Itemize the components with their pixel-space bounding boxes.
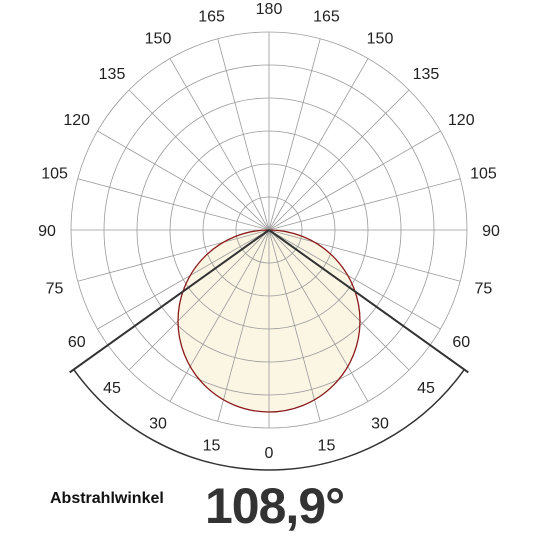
angle-label-right-75: 75 xyxy=(475,280,493,297)
beam-angle-arc xyxy=(73,369,465,471)
grid-spoke xyxy=(268,89,410,231)
grid-spoke xyxy=(97,130,270,231)
grid-spoke xyxy=(268,130,441,231)
angle-label-left-165: 165 xyxy=(198,9,225,26)
angle-label-left-75: 75 xyxy=(46,280,64,297)
grid-spoke xyxy=(77,229,270,282)
grid-spoke xyxy=(217,229,270,422)
grid-spoke xyxy=(268,178,461,231)
beam-angle-value: 108,9° xyxy=(205,478,345,534)
grid-spoke xyxy=(128,229,270,371)
beam-angle-marker xyxy=(69,229,469,471)
angle-label-right-165: 165 xyxy=(313,9,340,26)
beam-angle-caption: Abstrahlwinkel xyxy=(50,490,164,507)
grid-spoke xyxy=(268,229,369,402)
grid-spoke xyxy=(268,38,321,231)
angle-label-left-90: 90 xyxy=(38,223,56,240)
angle-label-right-135: 135 xyxy=(413,66,440,83)
angle-label-right-150: 150 xyxy=(367,31,394,48)
grid-spoke xyxy=(268,229,321,422)
angle-label-left-60: 60 xyxy=(68,334,86,351)
beam-line-right xyxy=(268,229,469,374)
angle-label-left-30: 30 xyxy=(149,415,167,432)
grid-spoke xyxy=(268,229,461,282)
angle-label-center-180: 180 xyxy=(256,1,283,18)
grid-spoke xyxy=(169,58,270,231)
angle-label-right-15: 15 xyxy=(318,437,336,454)
angle-label-center-0: 0 xyxy=(265,445,274,462)
grid-spoke xyxy=(77,178,270,231)
angle-label-left-15: 15 xyxy=(203,437,221,454)
angle-label-left-150: 150 xyxy=(145,31,172,48)
angle-label-right-120: 120 xyxy=(448,112,475,129)
angle-label-right-90: 90 xyxy=(482,223,500,240)
grid-spoke xyxy=(169,229,270,402)
angle-label-left-45: 45 xyxy=(103,380,121,397)
grid-spoke xyxy=(217,38,270,231)
angle-label-left-120: 120 xyxy=(63,112,90,129)
grid-spoke xyxy=(268,229,441,330)
angle-label-left-105: 105 xyxy=(41,166,68,183)
grid-spoke xyxy=(97,229,270,330)
beam-line-left xyxy=(69,229,270,374)
grid-spoke xyxy=(268,58,369,231)
angle-label-right-45: 45 xyxy=(417,380,435,397)
angle-label-right-105: 105 xyxy=(470,166,497,183)
angle-label-right-60: 60 xyxy=(452,334,470,351)
grid-spoke xyxy=(128,89,270,231)
angle-label-right-30: 30 xyxy=(371,415,389,432)
grid-spoke xyxy=(268,229,410,371)
polar-grid xyxy=(70,31,468,429)
angle-label-left-135: 135 xyxy=(99,66,126,83)
